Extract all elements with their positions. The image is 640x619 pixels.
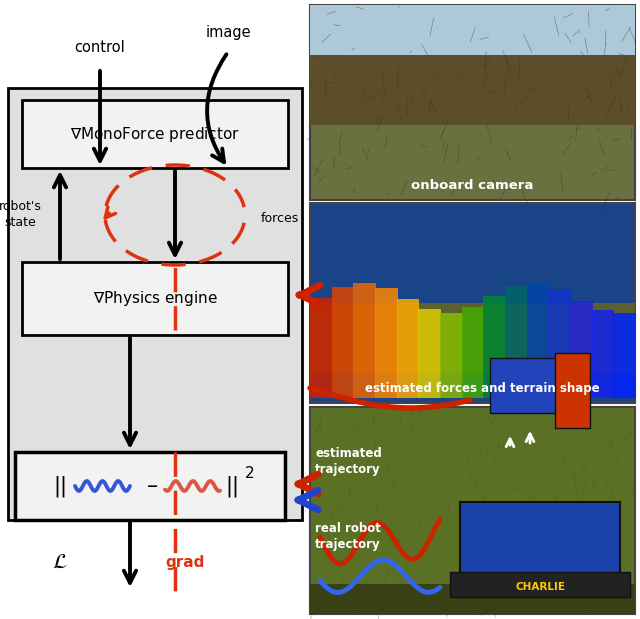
- FancyBboxPatch shape: [310, 584, 635, 614]
- Text: real robot
trajectory: real robot trajectory: [315, 522, 381, 551]
- FancyBboxPatch shape: [332, 287, 355, 398]
- Text: forces: forces: [261, 212, 299, 225]
- FancyArrowPatch shape: [169, 171, 181, 255]
- FancyBboxPatch shape: [310, 5, 635, 55]
- FancyBboxPatch shape: [548, 289, 571, 398]
- FancyBboxPatch shape: [527, 283, 549, 398]
- Text: onboard camera: onboard camera: [412, 179, 534, 192]
- Text: $\nabla$MonoForce predictor: $\nabla$MonoForce predictor: [70, 124, 240, 144]
- FancyBboxPatch shape: [375, 288, 397, 398]
- FancyBboxPatch shape: [505, 286, 527, 398]
- FancyBboxPatch shape: [397, 299, 419, 398]
- FancyBboxPatch shape: [22, 100, 288, 168]
- FancyBboxPatch shape: [310, 203, 635, 403]
- FancyBboxPatch shape: [613, 313, 636, 398]
- Text: estimated forces and terrain shape: estimated forces and terrain shape: [365, 382, 600, 395]
- FancyArrowPatch shape: [124, 338, 136, 445]
- Text: $\nabla$Physics engine: $\nabla$Physics engine: [93, 289, 218, 308]
- FancyArrowPatch shape: [124, 523, 136, 583]
- FancyBboxPatch shape: [460, 502, 620, 577]
- FancyBboxPatch shape: [461, 308, 484, 398]
- FancyBboxPatch shape: [353, 283, 376, 398]
- FancyArrowPatch shape: [54, 175, 66, 259]
- FancyArrowPatch shape: [207, 54, 227, 162]
- Text: –: –: [147, 476, 157, 496]
- Text: robot's
state: robot's state: [0, 201, 42, 230]
- Text: image: image: [205, 25, 251, 40]
- Text: $\mathcal{L}$: $\mathcal{L}$: [52, 553, 68, 571]
- FancyBboxPatch shape: [22, 262, 288, 335]
- FancyArrowPatch shape: [94, 71, 106, 161]
- FancyBboxPatch shape: [450, 572, 630, 597]
- Text: ||: ||: [225, 475, 239, 497]
- FancyBboxPatch shape: [440, 313, 463, 398]
- FancyBboxPatch shape: [8, 88, 302, 520]
- FancyArrowPatch shape: [298, 474, 318, 494]
- FancyArrowPatch shape: [298, 490, 318, 509]
- FancyBboxPatch shape: [310, 5, 635, 200]
- FancyBboxPatch shape: [310, 407, 635, 614]
- FancyBboxPatch shape: [490, 358, 570, 413]
- FancyBboxPatch shape: [483, 297, 506, 398]
- FancyBboxPatch shape: [310, 55, 635, 125]
- FancyBboxPatch shape: [310, 303, 635, 373]
- FancyBboxPatch shape: [310, 298, 333, 398]
- FancyBboxPatch shape: [310, 203, 635, 303]
- Text: CHARLIE: CHARLIE: [515, 582, 565, 592]
- Text: 2: 2: [245, 467, 255, 482]
- Text: ||: ||: [53, 475, 67, 497]
- FancyBboxPatch shape: [15, 452, 285, 520]
- FancyBboxPatch shape: [419, 310, 441, 398]
- Text: grad: grad: [165, 555, 205, 569]
- FancyArrowPatch shape: [300, 285, 320, 305]
- Text: estimated
trajectory: estimated trajectory: [315, 447, 381, 476]
- FancyBboxPatch shape: [555, 353, 590, 428]
- FancyBboxPatch shape: [570, 301, 593, 398]
- Text: control: control: [75, 40, 125, 56]
- FancyBboxPatch shape: [591, 310, 614, 398]
